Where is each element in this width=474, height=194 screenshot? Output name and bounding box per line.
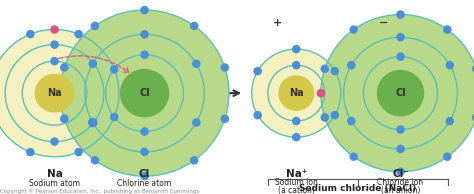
Ellipse shape — [35, 74, 74, 113]
Ellipse shape — [85, 34, 204, 152]
Text: Na⁺: Na⁺ — [285, 169, 307, 179]
Ellipse shape — [364, 57, 438, 130]
Ellipse shape — [140, 6, 149, 14]
Ellipse shape — [252, 49, 341, 137]
Ellipse shape — [60, 10, 229, 176]
Ellipse shape — [190, 22, 199, 30]
Ellipse shape — [292, 61, 301, 69]
Ellipse shape — [268, 65, 325, 121]
Ellipse shape — [472, 65, 474, 73]
Ellipse shape — [317, 89, 325, 97]
Ellipse shape — [396, 10, 405, 19]
Ellipse shape — [377, 70, 424, 116]
Ellipse shape — [192, 118, 201, 127]
Ellipse shape — [110, 113, 118, 121]
Ellipse shape — [91, 156, 99, 165]
Text: Na: Na — [46, 169, 63, 179]
Text: Cl: Cl — [395, 88, 406, 98]
Text: Chlorine atom: Chlorine atom — [118, 179, 172, 188]
Ellipse shape — [140, 50, 149, 59]
Text: +: + — [273, 18, 282, 28]
Ellipse shape — [60, 63, 69, 72]
Ellipse shape — [292, 45, 301, 53]
Ellipse shape — [50, 57, 59, 65]
Ellipse shape — [0, 29, 119, 157]
Text: Sodium atom: Sodium atom — [29, 179, 80, 188]
Ellipse shape — [60, 114, 69, 123]
Ellipse shape — [110, 65, 118, 74]
Ellipse shape — [396, 167, 405, 176]
Text: (a cation): (a cation) — [278, 186, 315, 194]
Ellipse shape — [321, 15, 474, 172]
Ellipse shape — [220, 63, 229, 72]
Ellipse shape — [472, 113, 474, 122]
Ellipse shape — [91, 22, 99, 30]
Ellipse shape — [74, 30, 83, 38]
Text: −: − — [379, 18, 389, 28]
Ellipse shape — [292, 117, 301, 125]
Ellipse shape — [344, 37, 457, 149]
Ellipse shape — [278, 75, 314, 111]
Ellipse shape — [5, 45, 104, 142]
Ellipse shape — [89, 118, 97, 127]
Ellipse shape — [396, 145, 405, 153]
Ellipse shape — [349, 152, 358, 161]
Ellipse shape — [446, 61, 454, 69]
Ellipse shape — [254, 67, 262, 75]
Ellipse shape — [26, 30, 35, 38]
Ellipse shape — [396, 52, 405, 61]
Ellipse shape — [190, 156, 199, 165]
Ellipse shape — [140, 172, 149, 180]
Ellipse shape — [330, 67, 339, 75]
Ellipse shape — [396, 33, 405, 42]
Ellipse shape — [50, 25, 59, 34]
Ellipse shape — [330, 111, 339, 120]
Text: Chloride ion: Chloride ion — [377, 178, 424, 187]
Text: Sodium ion: Sodium ion — [275, 178, 318, 187]
Ellipse shape — [192, 60, 201, 68]
Ellipse shape — [347, 61, 356, 69]
Ellipse shape — [22, 61, 87, 125]
Ellipse shape — [320, 65, 329, 73]
Ellipse shape — [89, 60, 97, 68]
Text: Na: Na — [47, 88, 62, 98]
Text: Cl: Cl — [139, 169, 150, 179]
Ellipse shape — [396, 125, 405, 134]
Text: Cl: Cl — [139, 88, 150, 98]
Text: Sodium chloride (NaCl): Sodium chloride (NaCl) — [299, 184, 417, 193]
Ellipse shape — [443, 152, 452, 161]
Ellipse shape — [50, 137, 59, 146]
Text: Copyright © Pearson Education, Inc., publishing as Benjamin Cummings: Copyright © Pearson Education, Inc., pub… — [0, 188, 199, 194]
Ellipse shape — [443, 25, 452, 34]
Ellipse shape — [140, 127, 149, 136]
FancyArrowPatch shape — [59, 56, 128, 72]
Ellipse shape — [106, 55, 183, 132]
Ellipse shape — [349, 25, 358, 34]
Ellipse shape — [140, 148, 149, 156]
Text: (an anion): (an anion) — [381, 186, 420, 194]
Ellipse shape — [347, 117, 356, 125]
Ellipse shape — [74, 148, 83, 156]
Text: Cl⁻: Cl⁻ — [392, 169, 409, 179]
Ellipse shape — [140, 30, 149, 39]
Ellipse shape — [50, 40, 59, 49]
Ellipse shape — [446, 117, 454, 125]
Ellipse shape — [220, 114, 229, 123]
Ellipse shape — [254, 111, 262, 120]
Ellipse shape — [120, 69, 169, 117]
Ellipse shape — [320, 113, 329, 122]
Ellipse shape — [26, 148, 35, 156]
Ellipse shape — [292, 133, 301, 141]
Text: Na: Na — [289, 88, 303, 98]
